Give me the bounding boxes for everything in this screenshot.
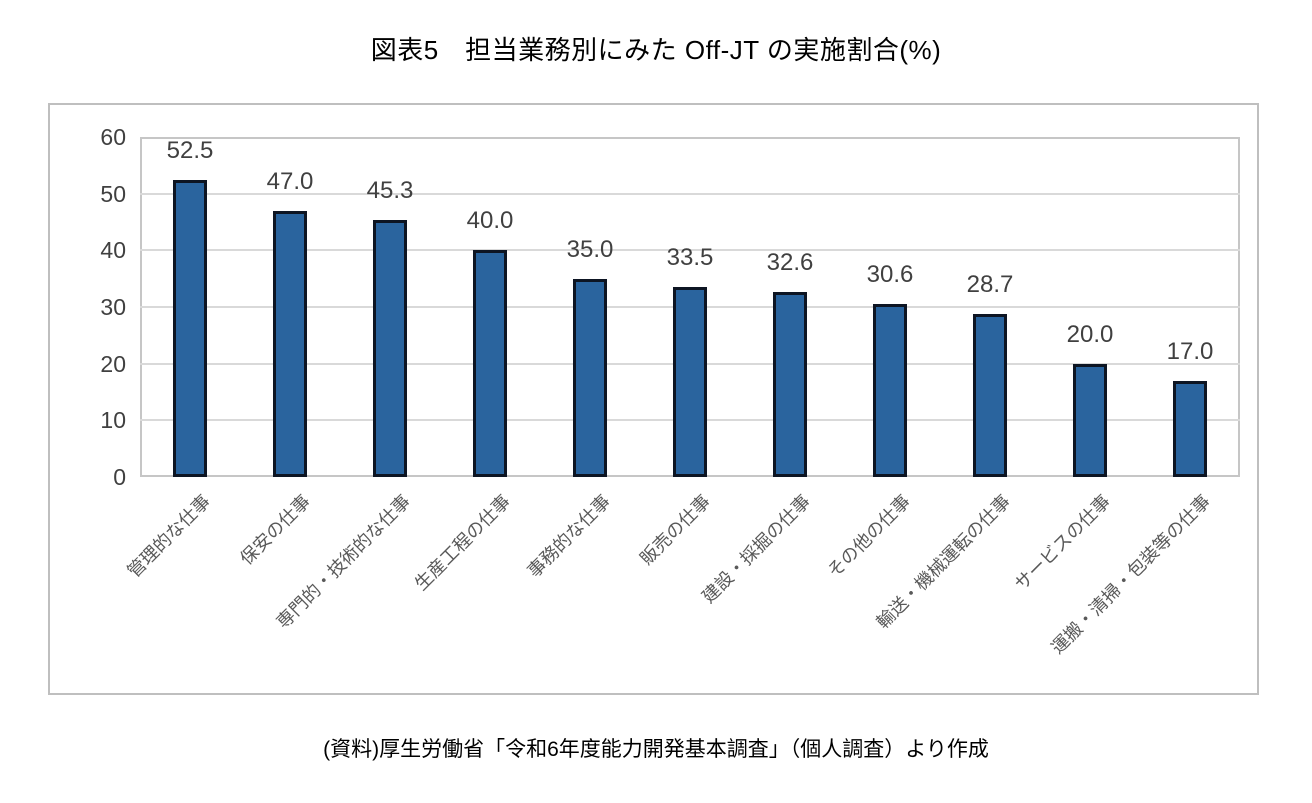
y-axis-tick-label: 50	[100, 180, 126, 207]
bar-value-label: 28.7	[966, 271, 1014, 299]
gridline	[140, 249, 1240, 252]
y-axis-tick-label: 40	[100, 237, 126, 264]
bar	[973, 314, 1007, 477]
bar-value-label: 33.5	[666, 244, 714, 272]
bar	[273, 210, 307, 477]
bar	[373, 220, 407, 477]
x-axis-category-label: 建設・採掘の仕事	[698, 491, 815, 607]
bar	[473, 250, 507, 477]
chart-area: 0 10 20 30 40 50 60 52.5 管理的な仕事 47.0 保安の仕事 45.3 専門的・…	[48, 103, 1259, 695]
bar	[773, 292, 807, 477]
x-axis-category-label: 管理的な仕事	[123, 491, 215, 582]
bar	[873, 303, 907, 477]
bar-value-label: 17.0	[1166, 337, 1214, 365]
bar-value-label: 52.5	[166, 136, 214, 164]
x-axis-category-label: 運搬・清掃・包装等の仕事	[1047, 491, 1215, 658]
bar-value-label: 47.0	[266, 167, 314, 195]
bar-value-label: 35.0	[566, 235, 614, 263]
x-axis-category-label: 販売の仕事	[636, 491, 715, 569]
y-axis-tick-label: 10	[100, 407, 126, 434]
gridline	[140, 192, 1240, 195]
source-note: (資料)厚生労働省「令和6年度能力開発基本調査」（個人調査）より作成	[323, 738, 989, 761]
x-axis-category-label: 事務的な仕事	[523, 491, 615, 582]
x-axis-category-label: 生産工程の仕事	[410, 491, 515, 595]
y-axis-tick-label: 60	[100, 124, 126, 150]
bar	[1173, 380, 1207, 477]
bar-value-label: 32.6	[766, 249, 814, 277]
x-axis-category-label: サービスの仕事	[1010, 491, 1115, 595]
bar-value-label: 45.3	[366, 177, 414, 205]
y-axis-tick-label: 0	[113, 464, 126, 490]
bar	[173, 179, 207, 477]
bar	[1073, 363, 1107, 477]
y-axis-tick-label: 20	[100, 350, 126, 377]
bar-value-label: 40.0	[466, 207, 514, 235]
x-axis-category-label: 保安の仕事	[236, 491, 315, 569]
y-axis-tick-label: 30	[100, 294, 126, 320]
bar-value-label: 20.0	[1066, 320, 1114, 348]
bar	[573, 278, 607, 477]
bar	[673, 287, 707, 477]
x-axis-category-label: その他の仕事	[823, 491, 915, 582]
chart-title: 図表5 担当業務別にみた Off-JT の実施割合(%)	[370, 35, 942, 65]
bar-value-label: 30.6	[866, 260, 914, 288]
